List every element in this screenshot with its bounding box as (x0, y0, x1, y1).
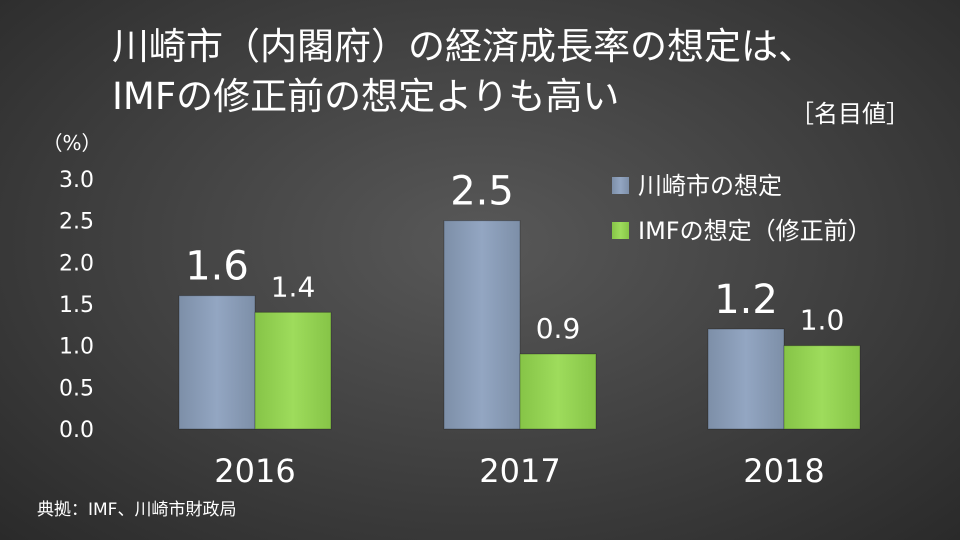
legend-label: IMFの想定（修正前） (638, 217, 872, 245)
bar-2016-series-1 (178, 295, 256, 430)
data-label: 2.5 (450, 169, 514, 215)
y-tick-label: 3.0 (59, 168, 94, 193)
y-tick-label: 2.5 (59, 210, 94, 235)
bar-2017-series-2 (519, 353, 597, 430)
x-category-label: 2017 (479, 452, 560, 490)
bars: 1.6 2.5 1.2 1.4 0.9 1.0 (178, 169, 861, 430)
legend-swatch (612, 177, 629, 194)
legend-label: 川崎市の想定 (638, 172, 782, 200)
bar-2018-series-1 (707, 328, 785, 430)
x-category-label: 2016 (214, 452, 295, 490)
data-label: 1.0 (800, 304, 845, 337)
y-tick-label: 2.0 (59, 251, 94, 276)
data-label: 1.4 (271, 270, 316, 303)
chart-title: 川崎市（内閣府）の経済成長率の想定は、 IMFの修正前の想定よりも高い (112, 22, 815, 122)
y-tick-label: 0.5 (59, 376, 94, 401)
y-tick-label: 1.0 (59, 335, 94, 360)
bar-2018-series-2 (783, 345, 861, 430)
title-line-1: 川崎市（内閣府）の経済成長率の想定は、 (112, 25, 815, 68)
y-tick-label: 1.5 (59, 293, 94, 318)
y-tick-label: 0.0 (59, 418, 94, 443)
bar-2016-series-2 (254, 311, 332, 430)
data-label: 1.2 (714, 277, 778, 323)
data-label: 1.6 (185, 244, 249, 290)
y-axis-ticks: 0.0 0.5 1.0 1.5 2.0 2.5 3.0 (59, 168, 94, 443)
legend: 川崎市の想定 IMFの想定（修正前） (612, 172, 872, 245)
title-line-2: IMFの修正前の想定よりも高い (112, 75, 620, 118)
value-basis-note: ［名目値］ (790, 100, 910, 128)
legend-swatch (612, 222, 629, 239)
bar-2017-series-1 (443, 220, 521, 430)
data-label: 0.9 (536, 312, 581, 345)
category-labels: 2016 2017 2018 (214, 452, 824, 490)
y-axis-unit: （%） (42, 131, 101, 155)
source-note: 典拠：IMF、川崎市財政局 (37, 500, 237, 520)
x-category-label: 2018 (743, 452, 824, 490)
